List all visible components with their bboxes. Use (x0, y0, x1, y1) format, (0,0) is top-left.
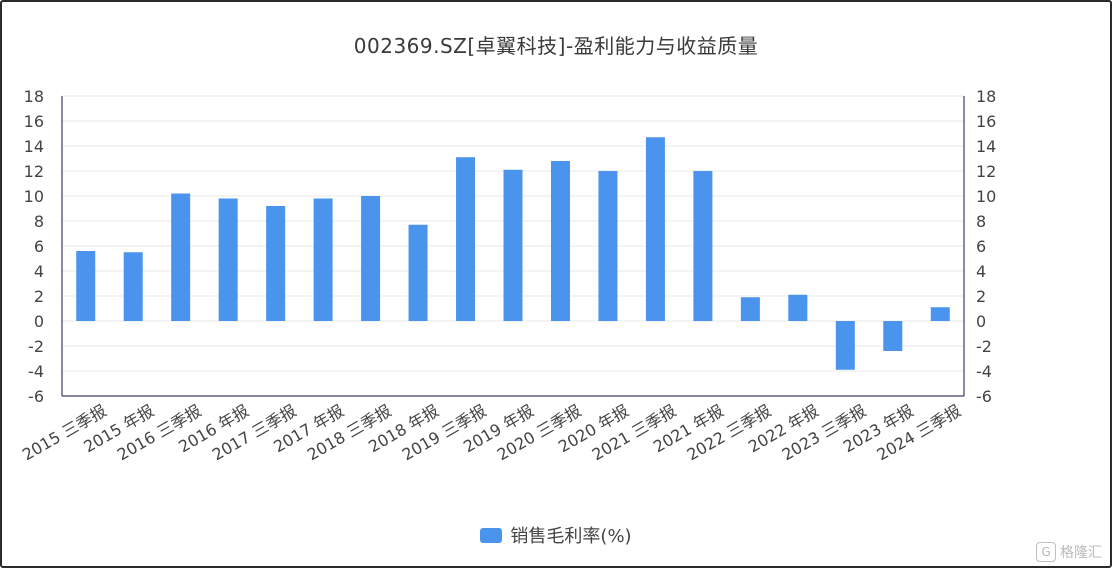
y-tick-label-right: 2 (976, 287, 986, 306)
y-tick-label-left: 2 (34, 287, 44, 306)
legend-label: 销售毛利率(%) (510, 526, 632, 547)
bar (645, 137, 665, 321)
y-tick-label-right: 10 (976, 187, 996, 206)
bar (740, 297, 760, 321)
y-tick-label-left: 10 (24, 187, 44, 206)
bar (266, 206, 286, 321)
y-tick-label-left: 16 (24, 112, 44, 131)
y-tick-label-left: 12 (24, 162, 44, 181)
bar (76, 251, 96, 321)
y-tick-label-left: 14 (24, 137, 44, 156)
y-tick-label-right: 4 (976, 262, 986, 281)
watermark: G 格隆汇 (1036, 542, 1102, 562)
bar (408, 224, 428, 321)
chart-legend[interactable]: 销售毛利率(%) (0, 522, 1112, 548)
bar (788, 294, 808, 321)
y-tick-label-left: 18 (24, 87, 44, 106)
y-tick-label-left: 0 (34, 312, 44, 331)
bar (883, 321, 903, 351)
watermark-text: 格隆汇 (1060, 545, 1102, 561)
y-tick-label-left: -2 (28, 337, 44, 356)
bar (693, 171, 713, 321)
y-tick-label-right: 14 (976, 137, 996, 156)
y-tick-label-right: 18 (976, 87, 996, 106)
y-tick-label-right: 12 (976, 162, 996, 181)
legend-swatch (480, 527, 503, 543)
bar (930, 307, 950, 321)
y-tick-label-left: 4 (34, 262, 44, 281)
bar (313, 198, 333, 321)
y-tick-label-right: 8 (976, 212, 986, 231)
chart-title: 002369.SZ[卓翼科技]-盈利能力与收益质量 (353, 34, 759, 58)
bar (503, 169, 523, 321)
bar (361, 196, 381, 321)
y-tick-label-right: 16 (976, 112, 996, 131)
bar (123, 252, 143, 321)
bar (598, 171, 618, 321)
y-tick-label-left: -6 (28, 387, 44, 406)
bar (456, 157, 476, 321)
bar (218, 198, 238, 321)
y-tick-label-right: -4 (976, 362, 992, 381)
y-tick-label-left: -4 (28, 362, 44, 381)
gelonghui-logo-icon: G (1036, 542, 1056, 562)
y-tick-label-left: 8 (34, 212, 44, 231)
y-tick-label-right: 6 (976, 237, 986, 256)
bar (550, 161, 570, 321)
bar (171, 193, 191, 321)
bar (835, 321, 855, 370)
y-tick-label-right: -6 (976, 387, 992, 406)
y-tick-label-right: -2 (976, 337, 992, 356)
y-tick-label-left: 6 (34, 237, 44, 256)
y-tick-label-right: 0 (976, 312, 986, 331)
